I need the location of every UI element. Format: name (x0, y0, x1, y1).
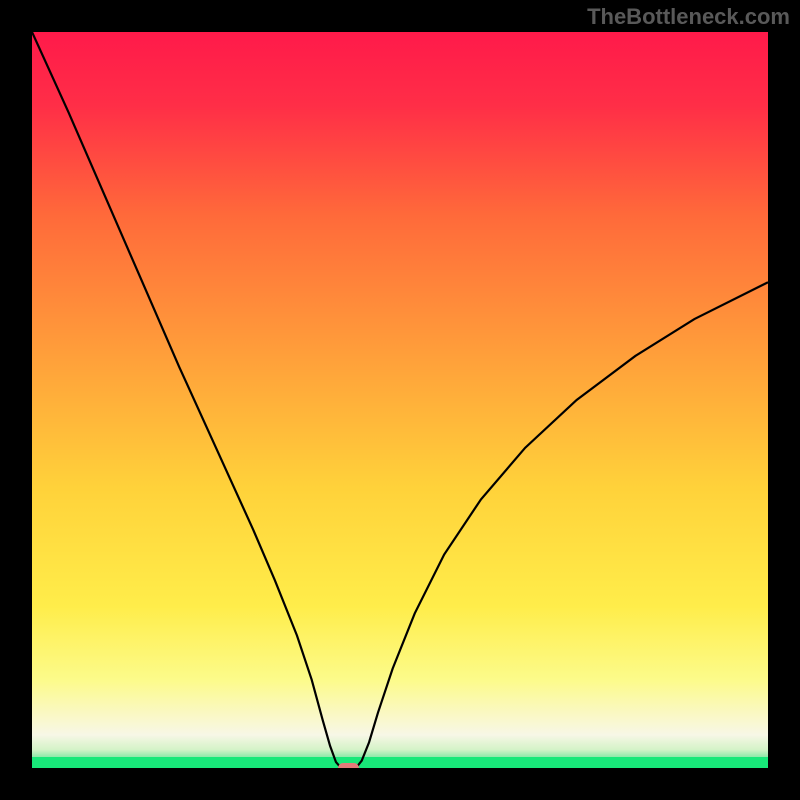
optimal-marker (338, 763, 359, 768)
chart-plot-area (32, 32, 768, 768)
curve-right-branch (356, 282, 768, 768)
curve-left-branch (32, 32, 341, 768)
watermark-text: TheBottleneck.com (587, 4, 790, 30)
bottleneck-curve (32, 32, 768, 768)
